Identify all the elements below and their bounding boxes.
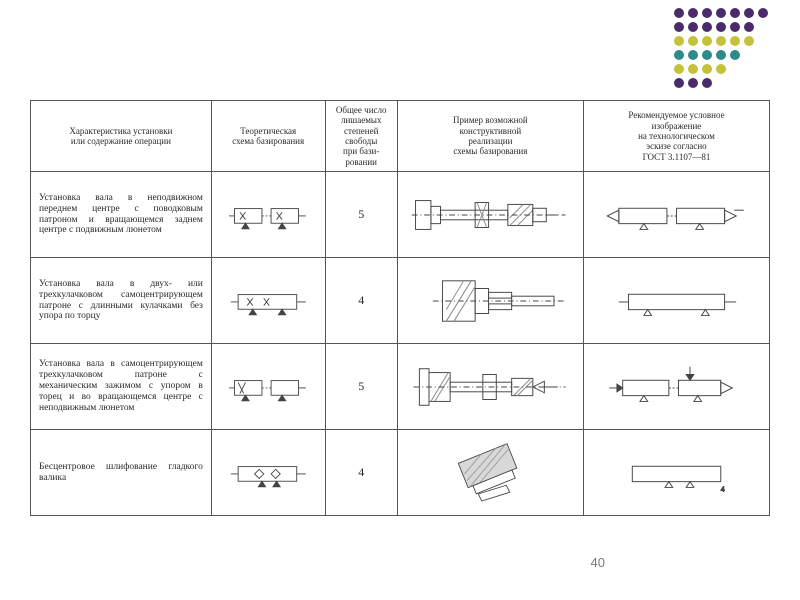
dot-icon bbox=[688, 50, 698, 60]
row2-desc: Установка вала в двух- или трехкулачково… bbox=[31, 258, 212, 344]
row3-dof: 5 bbox=[325, 344, 397, 430]
dot-icon bbox=[716, 50, 726, 60]
dot-icon bbox=[716, 78, 726, 88]
row4-gost: 4 bbox=[583, 430, 769, 516]
table-header-row: Характеристика установкиили содержание о… bbox=[31, 101, 770, 172]
table-row: Установка вала в самоцентри­рующем трехк… bbox=[31, 344, 770, 430]
dot-icon bbox=[674, 36, 684, 46]
row1-theoretical bbox=[211, 172, 325, 258]
dot-icon bbox=[702, 22, 712, 32]
row4-desc: Бесцентровое шлифование гладкого валика bbox=[31, 430, 212, 516]
table-row: Установка вала в двух- или трехкулачково… bbox=[31, 258, 770, 344]
dot-icon bbox=[674, 64, 684, 74]
dot-icon bbox=[744, 64, 754, 74]
row2-gost bbox=[583, 258, 769, 344]
dot-icon bbox=[744, 22, 754, 32]
basing-schemes-table: Характеристика установкиили содержание о… bbox=[30, 100, 770, 516]
dot-icon bbox=[674, 22, 684, 32]
dot-icon bbox=[744, 8, 754, 18]
row2-theoretical bbox=[211, 258, 325, 344]
dot-icon bbox=[674, 50, 684, 60]
row1-desc: Установка вала в неподвиж­ном переднем ц… bbox=[31, 172, 212, 258]
dot-icon bbox=[688, 78, 698, 88]
row2-example bbox=[397, 258, 583, 344]
dot-icon bbox=[716, 8, 726, 18]
header-example: Пример возможнойконструктивнойреализации… bbox=[397, 101, 583, 172]
dot-icon bbox=[730, 78, 740, 88]
row1-example bbox=[397, 172, 583, 258]
dot-icon bbox=[744, 50, 754, 60]
dot-icon bbox=[730, 36, 740, 46]
dot-icon bbox=[758, 50, 768, 60]
dot-icon bbox=[730, 22, 740, 32]
dot-icon bbox=[716, 64, 726, 74]
dot-icon bbox=[702, 64, 712, 74]
row3-desc: Установка вала в самоцентри­рующем трехк… bbox=[31, 344, 212, 430]
header-theoretical-scheme: Теоретическаясхема базирования bbox=[211, 101, 325, 172]
header-dof: Общее числолишаемыхстепенейсвободыпри ба… bbox=[325, 101, 397, 172]
row3-theoretical bbox=[211, 344, 325, 430]
dot-icon bbox=[730, 50, 740, 60]
dot-icon bbox=[716, 36, 726, 46]
dot-icon bbox=[702, 78, 712, 88]
dot-icon bbox=[758, 64, 768, 74]
dot-icon bbox=[758, 78, 768, 88]
dot-icon bbox=[688, 64, 698, 74]
table-row: Бесцентровое шлифование гладкого валика bbox=[31, 430, 770, 516]
row1-dof: 5 bbox=[325, 172, 397, 258]
dot-icon bbox=[688, 8, 698, 18]
dot-icon bbox=[730, 8, 740, 18]
dot-icon bbox=[688, 36, 698, 46]
dot-icon bbox=[744, 36, 754, 46]
dot-icon bbox=[674, 8, 684, 18]
page-number: 40 bbox=[591, 555, 605, 570]
dot-icon bbox=[702, 36, 712, 46]
dot-icon bbox=[744, 78, 754, 88]
header-gost-symbol: Рекомендуемое условноеизображениена техн… bbox=[583, 101, 769, 172]
dot-icon bbox=[674, 78, 684, 88]
row1-gost bbox=[583, 172, 769, 258]
row4-dof: 4 bbox=[325, 430, 397, 516]
table-row: Установка вала в неподвиж­ном переднем ц… bbox=[31, 172, 770, 258]
dot-icon bbox=[730, 64, 740, 74]
dot-icon bbox=[688, 22, 698, 32]
header-characteristic: Характеристика установкиили содержание о… bbox=[31, 101, 212, 172]
decorative-dot-grid bbox=[674, 8, 770, 90]
row4-theoretical bbox=[211, 430, 325, 516]
dot-icon bbox=[758, 36, 768, 46]
row2-dof: 4 bbox=[325, 258, 397, 344]
dot-icon bbox=[702, 8, 712, 18]
row3-example bbox=[397, 344, 583, 430]
dot-icon bbox=[716, 22, 726, 32]
dot-icon bbox=[758, 22, 768, 32]
dot-icon bbox=[702, 50, 712, 60]
dot-icon bbox=[758, 8, 768, 18]
row4-example bbox=[397, 430, 583, 516]
row3-gost bbox=[583, 344, 769, 430]
svg-text:4: 4 bbox=[721, 484, 725, 493]
